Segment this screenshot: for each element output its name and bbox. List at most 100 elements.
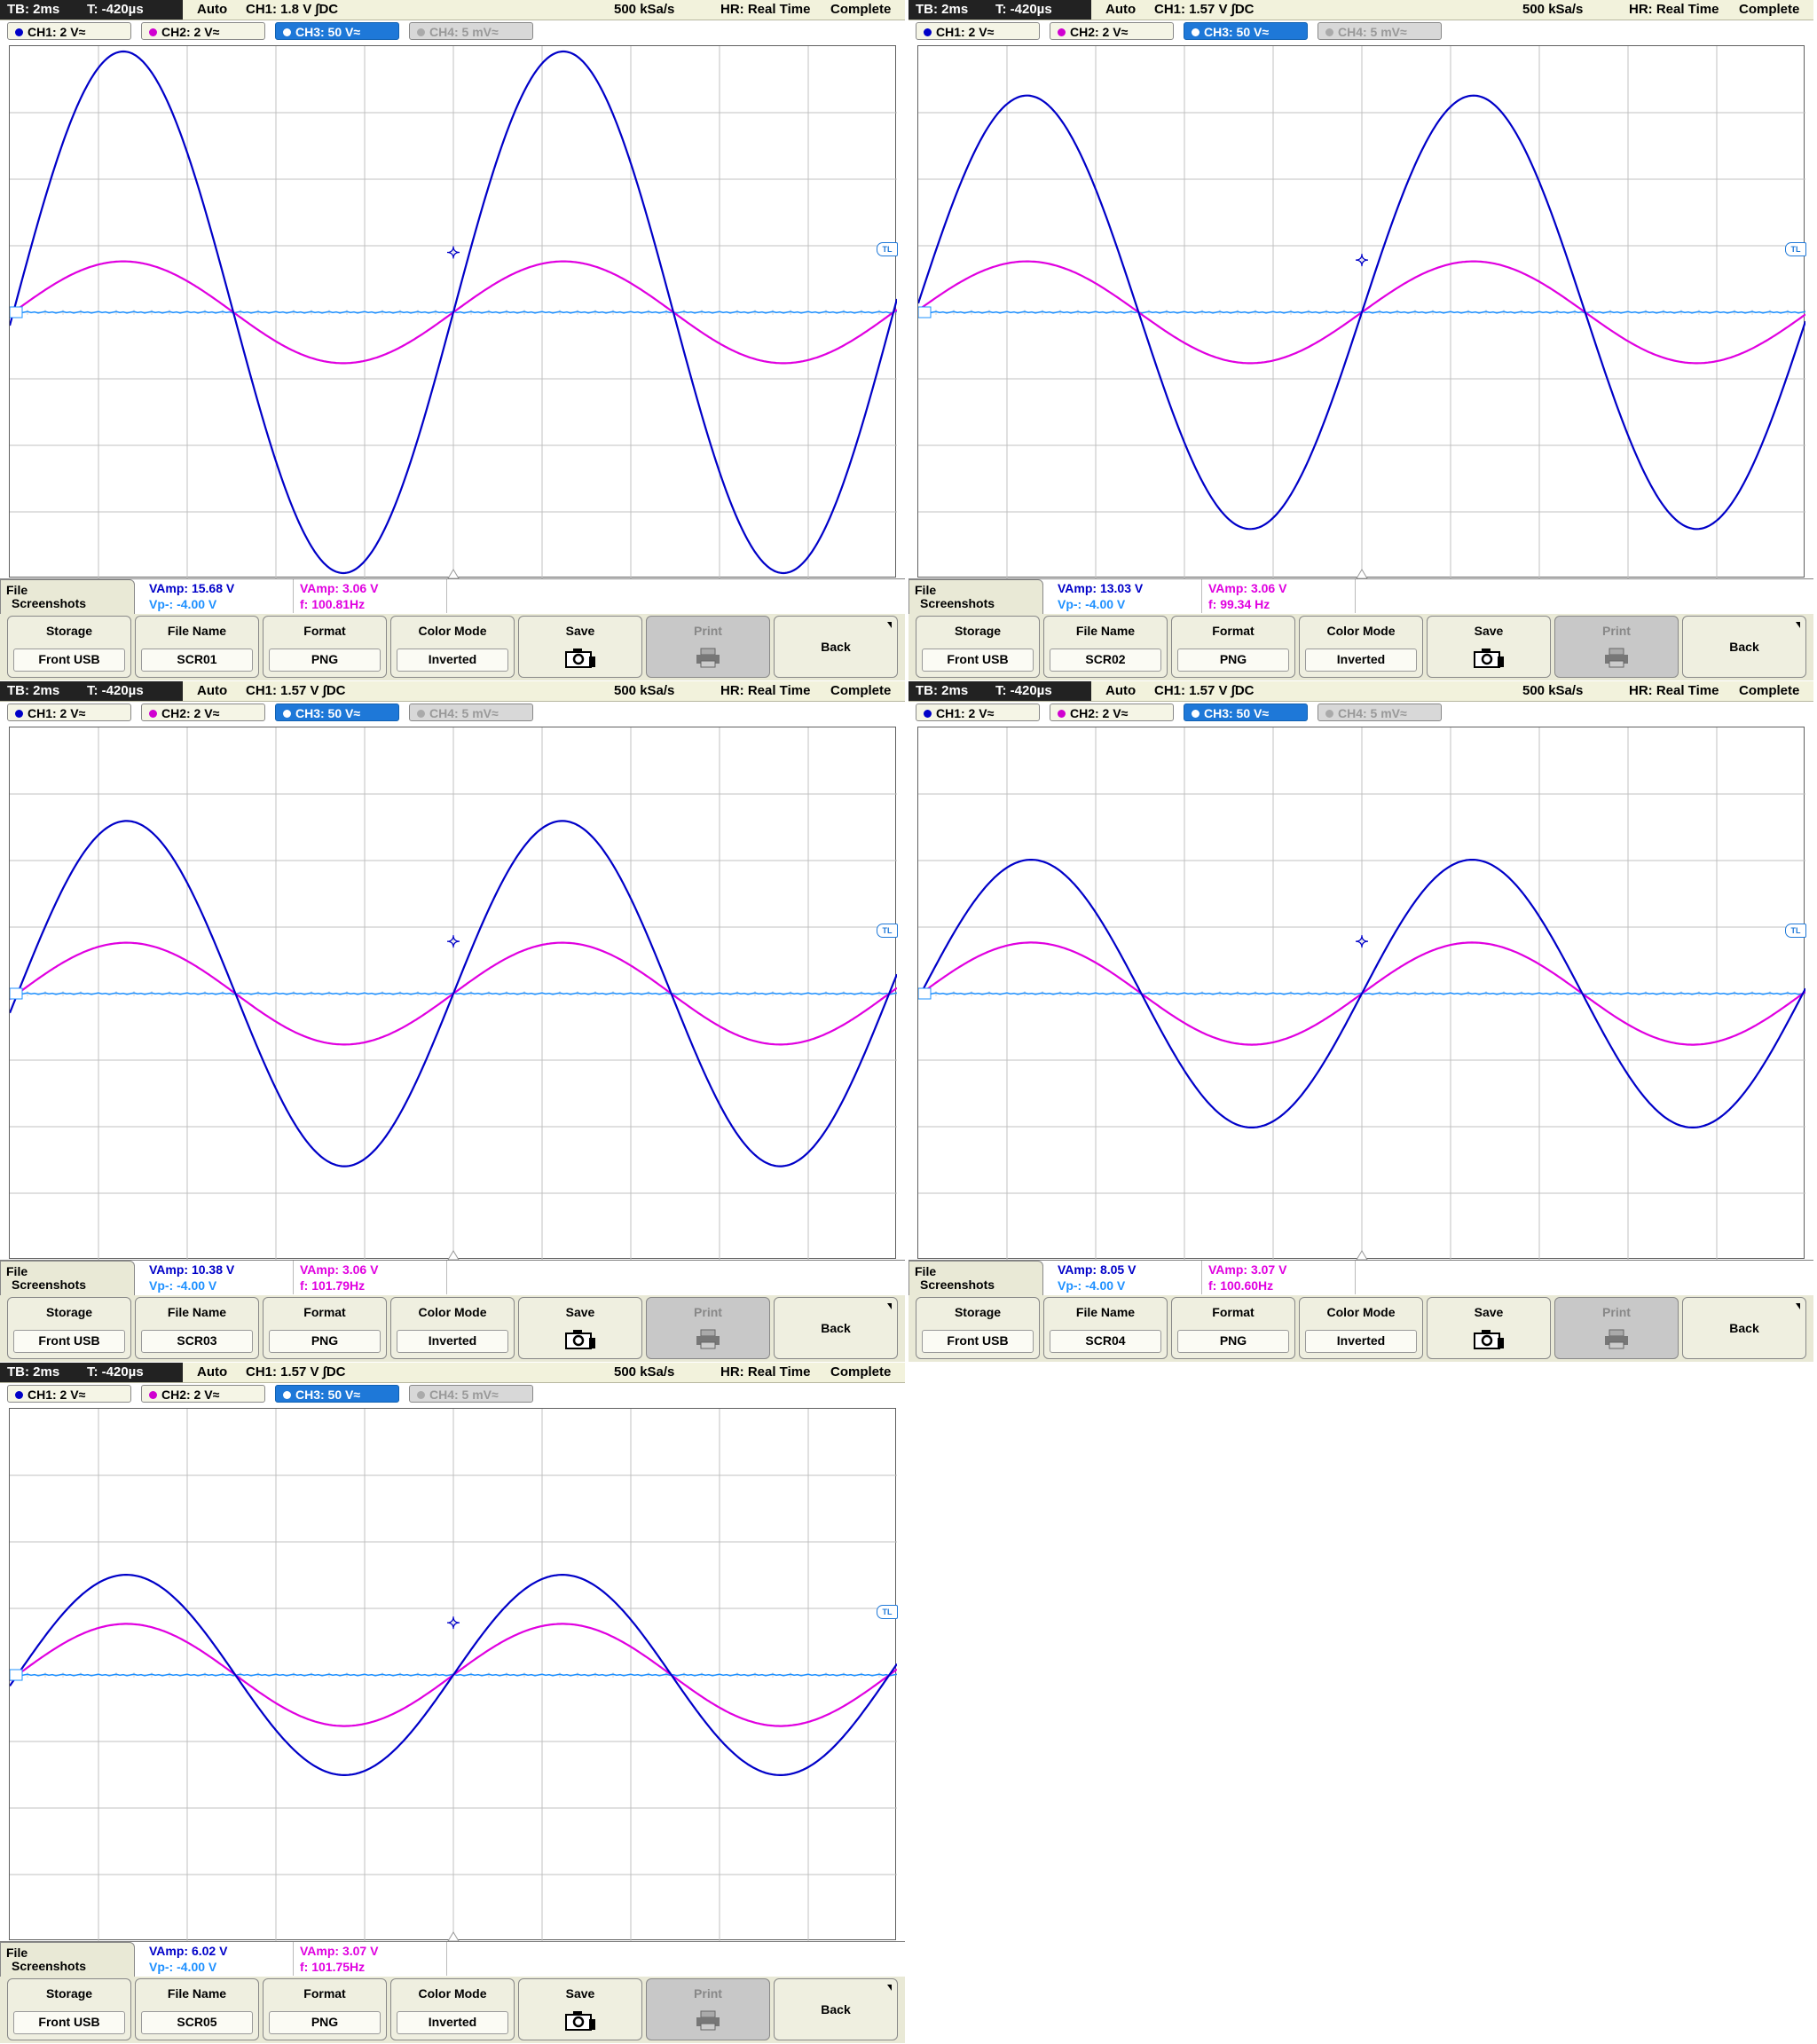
channel-4-button[interactable]: CH4: 5 mV≈ bbox=[1318, 704, 1442, 721]
channel-3-button[interactable]: CH3: 50 V≈ bbox=[275, 704, 399, 721]
storage-softkey[interactable]: Storage Front USB bbox=[916, 616, 1040, 678]
storage-softkey[interactable]: Storage Front USB bbox=[7, 616, 131, 678]
format-label: Format bbox=[303, 1986, 346, 2001]
channel-4-button[interactable]: CH4: 5 mV≈ bbox=[409, 704, 533, 721]
trigger-mode[interactable]: Auto bbox=[1105, 2, 1137, 17]
camera-save-icon bbox=[1474, 649, 1504, 668]
trigger-mode[interactable]: Auto bbox=[197, 1364, 228, 1380]
print-softkey[interactable]: Print bbox=[646, 1297, 770, 1359]
acquisition-status: Complete bbox=[830, 683, 892, 698]
menu-title-screenshots: Screenshots bbox=[12, 596, 87, 610]
file-name-label: File Name bbox=[167, 1986, 227, 2001]
trigger-mode[interactable]: Auto bbox=[197, 683, 228, 698]
trigger-point-icon bbox=[1355, 935, 1369, 948]
save-softkey[interactable]: Save bbox=[1427, 616, 1551, 678]
color-mode-softkey[interactable]: Color Mode Inverted bbox=[390, 616, 515, 678]
channel-1-button[interactable]: CH1: 2 V≈ bbox=[7, 704, 131, 721]
file-name-softkey[interactable]: File Name SCR02 bbox=[1043, 616, 1168, 678]
menu-title-tab: File Screenshots bbox=[0, 579, 135, 617]
file-name-label: File Name bbox=[167, 624, 227, 638]
timebase-panel[interactable]: TB: 2ms T: -420µs bbox=[0, 0, 183, 20]
save-softkey[interactable]: Save bbox=[1427, 1297, 1551, 1359]
format-softkey[interactable]: Format PNG bbox=[1171, 1297, 1295, 1359]
channel-3-button[interactable]: CH3: 50 V≈ bbox=[275, 22, 399, 40]
channel-1-button[interactable]: CH1: 2 V≈ bbox=[916, 704, 1040, 721]
print-softkey[interactable]: Print bbox=[646, 616, 770, 678]
trigger-level[interactable]: CH1: 1.57 V ∫DC bbox=[246, 1364, 346, 1380]
color-mode-softkey[interactable]: Color Mode Inverted bbox=[390, 1978, 515, 2040]
back-softkey[interactable]: Back bbox=[774, 616, 898, 678]
printer-icon bbox=[1605, 648, 1628, 668]
frequency: f: 101.79Hz bbox=[300, 1278, 366, 1293]
channel-2-button[interactable]: CH2: 2 V≈ bbox=[141, 1385, 265, 1403]
trigger-level[interactable]: CH1: 1.57 V ∫DC bbox=[1154, 2, 1255, 17]
trigger-level[interactable]: CH1: 1.8 V ∫DC bbox=[246, 2, 339, 17]
channel-3-button[interactable]: CH3: 50 V≈ bbox=[275, 1385, 399, 1403]
channel-2-button[interactable]: CH2: 2 V≈ bbox=[1050, 22, 1174, 40]
file-name-softkey[interactable]: File Name SCR01 bbox=[135, 616, 259, 678]
corner-arrow-icon bbox=[887, 1303, 892, 1309]
print-softkey[interactable]: Print bbox=[1554, 616, 1679, 678]
trigger-offset: T: -420µs bbox=[995, 2, 1052, 17]
trigger-mode[interactable]: Auto bbox=[197, 2, 228, 17]
trigger-point-icon bbox=[446, 935, 460, 948]
timebase-value: TB: 2ms bbox=[7, 1364, 60, 1380]
trigger-level-marker-icon[interactable]: TL bbox=[1785, 924, 1806, 938]
channel-3-button[interactable]: CH3: 50 V≈ bbox=[1184, 704, 1308, 721]
back-softkey[interactable]: Back bbox=[1682, 616, 1806, 678]
channel-3-label: CH3: 50 V≈ bbox=[295, 25, 361, 39]
trigger-level[interactable]: CH1: 1.57 V ∫DC bbox=[246, 683, 346, 698]
timebase-panel[interactable]: TB: 2ms T: -420µs bbox=[908, 0, 1091, 20]
color-mode-label: Color Mode bbox=[418, 1986, 487, 2001]
channel-1-button[interactable]: CH1: 2 V≈ bbox=[7, 1385, 131, 1403]
channel-1-button[interactable]: CH1: 2 V≈ bbox=[916, 22, 1040, 40]
file-name-softkey[interactable]: File Name SCR04 bbox=[1043, 1297, 1168, 1359]
trigger-level-marker-icon[interactable]: TL bbox=[877, 242, 898, 256]
timebase-panel[interactable]: TB: 2ms T: -420µs bbox=[0, 681, 183, 701]
save-softkey[interactable]: Save bbox=[518, 1978, 642, 2040]
channel-1-button[interactable]: CH1: 2 V≈ bbox=[7, 22, 131, 40]
trigger-level-marker-icon[interactable]: TL bbox=[1785, 242, 1806, 256]
channel-2-button[interactable]: CH2: 2 V≈ bbox=[141, 22, 265, 40]
back-softkey[interactable]: Back bbox=[774, 1978, 898, 2040]
storage-softkey[interactable]: Storage Front USB bbox=[7, 1978, 131, 2040]
channel-2-button[interactable]: CH2: 2 V≈ bbox=[1050, 704, 1174, 721]
file-name-softkey[interactable]: File Name SCR03 bbox=[135, 1297, 259, 1359]
save-softkey[interactable]: Save bbox=[518, 1297, 642, 1359]
trigger-level-marker-icon[interactable]: TL bbox=[877, 924, 898, 938]
printer-icon bbox=[696, 2010, 720, 2031]
channel-3-button[interactable]: CH3: 50 V≈ bbox=[1184, 22, 1308, 40]
channel-4-button[interactable]: CH4: 5 mV≈ bbox=[409, 22, 533, 40]
format-softkey[interactable]: Format PNG bbox=[1171, 616, 1295, 678]
storage-softkey[interactable]: Storage Front USB bbox=[7, 1297, 131, 1359]
measurement-divider bbox=[1201, 1261, 1202, 1294]
channel-3-label: CH3: 50 V≈ bbox=[1204, 25, 1270, 39]
softkey-row: Storage Front USB File Name SCR03 Format PN… bbox=[0, 1295, 905, 1362]
storage-softkey[interactable]: Storage Front USB bbox=[916, 1297, 1040, 1359]
format-softkey[interactable]: Format PNG bbox=[263, 616, 387, 678]
file-name-softkey[interactable]: File Name SCR05 bbox=[135, 1978, 259, 2040]
trigger-mode[interactable]: Auto bbox=[1105, 683, 1137, 698]
trigger-level[interactable]: CH1: 1.57 V ∫DC bbox=[1154, 683, 1255, 698]
color-mode-softkey[interactable]: Color Mode Inverted bbox=[1299, 1297, 1423, 1359]
color-mode-value: Inverted bbox=[397, 1330, 508, 1353]
back-softkey[interactable]: Back bbox=[1682, 1297, 1806, 1359]
channel-2-button[interactable]: CH2: 2 V≈ bbox=[141, 704, 265, 721]
channel-4-button[interactable]: CH4: 5 mV≈ bbox=[409, 1385, 533, 1403]
channel-4-button[interactable]: CH4: 5 mV≈ bbox=[1318, 22, 1442, 40]
channel-2-dot-icon bbox=[149, 710, 157, 718]
color-mode-softkey[interactable]: Color Mode Inverted bbox=[1299, 616, 1423, 678]
color-mode-softkey[interactable]: Color Mode Inverted bbox=[390, 1297, 515, 1359]
format-softkey[interactable]: Format PNG bbox=[263, 1297, 387, 1359]
format-softkey[interactable]: Format PNG bbox=[263, 1978, 387, 2040]
ch1-amplitude: VAmp: 10.38 V bbox=[149, 1262, 235, 1277]
back-softkey[interactable]: Back bbox=[774, 1297, 898, 1359]
measurement-bar: File Screenshots VAmp: 10.38 V Vp-: -4.0… bbox=[0, 1260, 905, 1298]
timebase-panel[interactable]: TB: 2ms T: -420µs bbox=[0, 1363, 183, 1382]
print-softkey[interactable]: Print bbox=[1554, 1297, 1679, 1359]
print-softkey[interactable]: Print bbox=[646, 1978, 770, 2040]
timebase-panel[interactable]: TB: 2ms T: -420µs bbox=[908, 681, 1091, 701]
trigger-level-marker-icon[interactable]: TL bbox=[877, 1605, 898, 1619]
save-softkey[interactable]: Save bbox=[518, 616, 642, 678]
measurement-divider bbox=[446, 579, 447, 613]
